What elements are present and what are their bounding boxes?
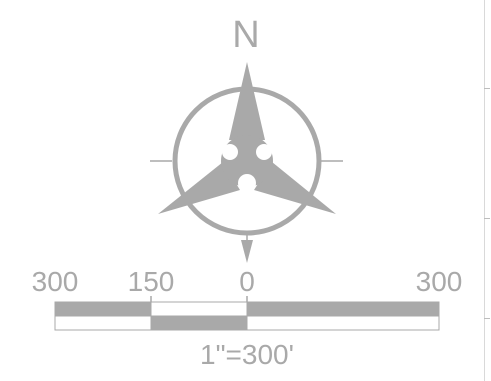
compass-blade-southeast	[254, 162, 336, 214]
scale-segment-top-1	[54, 301, 152, 317]
compass-hole-north	[222, 144, 238, 160]
scale-segment-bottom-2	[150, 315, 248, 331]
compass-blade-southwest	[158, 162, 240, 214]
scale-bar	[54, 296, 440, 331]
scale-segment-bottom-3	[246, 315, 440, 331]
scale-label-left-300: 300	[32, 266, 79, 297]
compass-hole-east	[256, 144, 272, 160]
scale-segment-bottom-1	[54, 315, 152, 331]
scale-label-0: 0	[239, 266, 255, 297]
scale-label-right-300: 300	[416, 266, 463, 297]
compass-blade-north	[229, 62, 265, 140]
scale-ratio-text: 1"=300'	[200, 339, 294, 370]
compass-south-pointer	[241, 240, 253, 263]
scale-label-150: 150	[128, 266, 175, 297]
north-arrow-icon	[150, 62, 343, 263]
scale-segment-top-3	[246, 301, 440, 317]
scale-segment-top-2	[150, 301, 248, 317]
north-label: N	[232, 14, 259, 56]
scale-bar-labels: 300 150 0 300	[32, 266, 463, 297]
frame-edge-tick	[484, 88, 490, 89]
frame-edge-tick	[484, 318, 490, 319]
compass-hole-south	[238, 174, 256, 192]
frame-edge-line	[484, 0, 485, 381]
frame-edge-tick	[484, 218, 490, 219]
